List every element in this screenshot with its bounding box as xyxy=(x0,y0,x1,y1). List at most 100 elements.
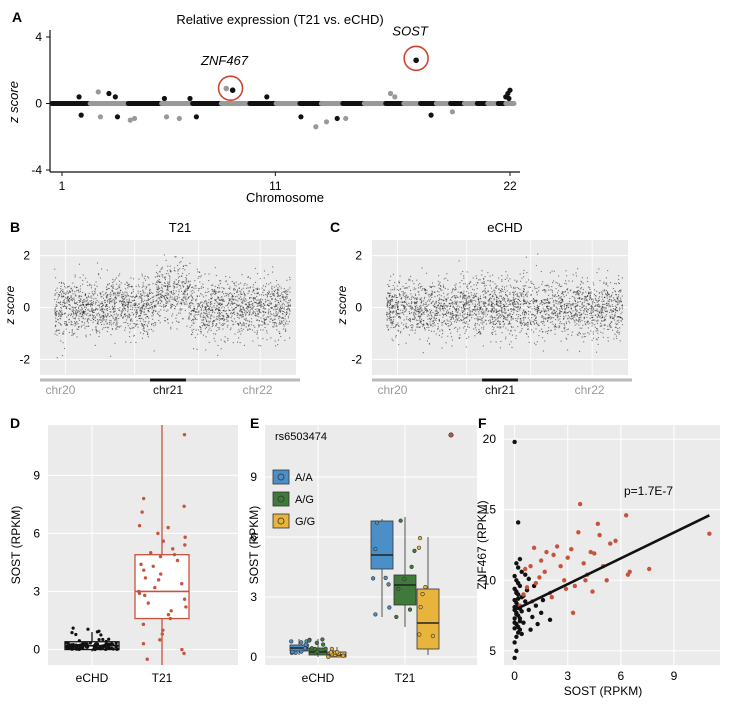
panel-b-data-point xyxy=(204,300,206,302)
panel-b-data-point xyxy=(263,318,265,320)
panel-c-data-point xyxy=(584,333,586,335)
panel-c-data-point xyxy=(455,308,457,310)
panel-c-data-point xyxy=(606,302,608,304)
panel-b-data-point xyxy=(195,300,197,302)
panel-c-data-point xyxy=(391,320,393,322)
panel-b-data-point xyxy=(162,274,164,276)
panel-c-data-point xyxy=(482,323,484,325)
panel-b-data-point xyxy=(115,317,117,319)
panel-c-data-point xyxy=(512,326,514,328)
panel-c-data-point xyxy=(563,323,565,325)
panel-c-data-point xyxy=(416,300,418,303)
panel-c-data-point xyxy=(505,271,507,273)
panel-b-data-point xyxy=(249,321,251,323)
panel-c-data-point xyxy=(455,302,457,304)
panel-b-data-point xyxy=(247,287,249,289)
panel-b-data-point xyxy=(75,323,77,325)
panel-c-data-point xyxy=(465,330,467,332)
panel-c-data-point xyxy=(469,314,471,316)
panel-b-data-point xyxy=(157,293,159,295)
panel-c-data-point xyxy=(544,340,546,342)
panel-c-data-point xyxy=(618,331,620,333)
panel-b-data-point xyxy=(232,303,234,305)
panel-c-data-point xyxy=(433,306,435,308)
panel-b-data-point xyxy=(138,317,141,319)
panel-c-data-point xyxy=(399,288,401,290)
panel-b-data-point xyxy=(278,323,280,325)
panel-c-data-point xyxy=(481,301,483,303)
panel-b-data-point xyxy=(96,308,98,310)
panel-b-data-point xyxy=(164,298,166,300)
panel-c-data-point xyxy=(607,300,609,302)
panel-c-data-point xyxy=(445,342,447,344)
panel-c-data-point xyxy=(465,317,467,319)
panel-b-data-point xyxy=(248,324,250,326)
panel-b-data-point xyxy=(256,315,258,317)
panel-b-data-point xyxy=(238,294,240,296)
panel-b-data-point xyxy=(131,296,133,298)
panel-b-data-point xyxy=(73,286,75,288)
panel-b-data-point xyxy=(192,322,194,324)
panel-c-data-point xyxy=(420,285,422,288)
panel-b-data-point xyxy=(82,315,84,317)
panel-a-data-point xyxy=(176,115,182,122)
panel-b-data-point xyxy=(165,302,167,305)
panel-b-data-point xyxy=(59,317,61,319)
panel-b-data-point xyxy=(170,304,172,307)
panel-b-data-point xyxy=(136,312,138,314)
panel-b-data-point xyxy=(137,290,139,292)
panel-c-data-point xyxy=(596,339,598,341)
panel-c-data-point xyxy=(578,297,580,299)
panel-c-data-point xyxy=(475,294,477,296)
panel-b-data-point xyxy=(76,321,78,323)
panel-b-data-point xyxy=(199,330,201,333)
panel-b-data-point xyxy=(74,295,76,297)
panel-b-data-point xyxy=(132,290,134,293)
panel-b-data-point xyxy=(252,284,255,286)
panel-b-data-point xyxy=(89,334,91,336)
panel-c-data-point xyxy=(600,307,602,309)
panel-c-data-point xyxy=(507,309,509,311)
panel-b-data-point xyxy=(101,319,103,321)
panel-c-data-point xyxy=(541,328,543,330)
panel-c-data-point xyxy=(503,296,505,299)
panel-b-data-point xyxy=(228,295,230,297)
panel-b-data-point xyxy=(67,314,69,317)
panel-b-data-point xyxy=(74,299,76,301)
panel-c-data-point xyxy=(420,297,422,299)
panel-b-data-point xyxy=(244,294,246,296)
panel-c-data-point xyxy=(462,293,464,295)
panel-c-data-point xyxy=(592,301,594,303)
panel-c-data-point xyxy=(551,306,553,309)
panel-b-data-point xyxy=(261,320,263,322)
panel-b-data-point xyxy=(116,326,118,328)
panel-b-data-point xyxy=(156,294,158,296)
panel-b-data-point xyxy=(165,300,168,302)
panel-c-data-point xyxy=(405,301,407,303)
panel-b-data-point xyxy=(102,297,105,299)
panel-b-data-point xyxy=(249,328,251,330)
panel-b-data-point xyxy=(207,316,209,318)
panel-c-data-point xyxy=(489,284,491,286)
panel-c-data-point xyxy=(512,308,514,310)
panel-c-data-point xyxy=(390,306,392,309)
panel-c-data-point xyxy=(415,297,417,299)
panel-a-data-point xyxy=(127,117,133,123)
panel-c-data-point xyxy=(431,294,433,296)
panel-c-data-point xyxy=(456,303,458,305)
panel-b-data-point xyxy=(113,314,115,316)
panel-c-data-point xyxy=(603,320,605,322)
panel-b-data-point xyxy=(125,296,127,298)
panel-b-data-point xyxy=(153,295,155,297)
panel-b-data-point xyxy=(278,295,280,297)
panel-b-data-point xyxy=(168,275,170,277)
panel-c-data-point xyxy=(527,310,530,312)
panel-b-data-point xyxy=(114,304,116,306)
panel-c-data-point xyxy=(457,305,459,307)
panel-c-data-point xyxy=(574,316,576,318)
panel-c-data-point xyxy=(408,278,410,280)
panel-b-data-point xyxy=(206,304,208,306)
panel-c-data-point xyxy=(600,309,602,311)
panel-c-data-point xyxy=(456,312,458,314)
panel-c-data-point xyxy=(602,315,604,317)
